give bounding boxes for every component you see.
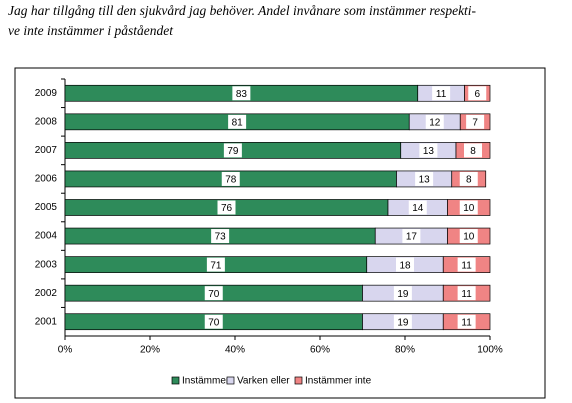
- value-label-bg: [457, 286, 476, 301]
- value-label: 8: [470, 146, 476, 157]
- y-tick-label: 2008: [35, 116, 58, 127]
- value-label: 17: [406, 232, 418, 243]
- value-label-bg: [459, 229, 478, 244]
- value-label: 13: [423, 146, 435, 157]
- x-tick-label: 40%: [225, 345, 245, 356]
- value-label: 10: [463, 203, 475, 214]
- value-label: 7: [472, 117, 478, 128]
- value-label-bg: [217, 200, 236, 215]
- legend-swatch: [226, 376, 235, 385]
- value-label-bg: [419, 143, 438, 158]
- y-tick-label: 2005: [35, 202, 58, 213]
- value-label: 6: [474, 89, 480, 100]
- value-label-bg: [396, 257, 414, 272]
- value-label-bg: [464, 143, 482, 158]
- value-label-bg: [432, 86, 451, 101]
- value-label-bg: [393, 286, 412, 301]
- value-label-bg: [457, 257, 476, 272]
- legend-swatch: [294, 376, 303, 385]
- y-tick-label: 2009: [35, 88, 58, 99]
- value-label-bg: [221, 171, 240, 186]
- value-label: 10: [463, 232, 475, 243]
- value-label: 79: [227, 146, 239, 157]
- y-tick-label: 2003: [35, 259, 58, 270]
- y-tick-label: 2001: [35, 316, 58, 327]
- legend-label: Varken eller: [237, 376, 290, 387]
- value-label-bg: [402, 229, 421, 244]
- value-label-bg: [211, 229, 230, 244]
- y-tick-label: 2002: [35, 288, 58, 299]
- value-label-bg: [408, 200, 427, 215]
- legend-swatch: [171, 376, 180, 385]
- value-label: 11: [461, 317, 472, 328]
- value-label: 71: [210, 260, 222, 271]
- value-label-bg: [206, 257, 225, 272]
- y-tick-label: 2007: [35, 145, 58, 156]
- value-label-bg: [204, 314, 223, 329]
- y-tick-label: 2004: [35, 231, 58, 242]
- value-label-bg: [232, 86, 251, 101]
- chart-title: Jag har tillgång till den sjukvård jag b…: [8, 3, 477, 18]
- value-label-bg: [466, 114, 485, 129]
- chart-frame: [14, 67, 546, 399]
- value-label: 73: [215, 232, 227, 243]
- value-label: 12: [429, 117, 441, 128]
- value-label: 14: [412, 203, 424, 214]
- value-label: 70: [208, 289, 220, 300]
- value-label: 11: [436, 89, 447, 100]
- value-label-bg: [393, 314, 412, 329]
- value-label: 19: [397, 317, 409, 328]
- x-tick-label: 100%: [477, 345, 503, 356]
- value-label: 8: [466, 175, 472, 186]
- x-tick-label: 60%: [310, 345, 330, 356]
- value-label-bg: [425, 114, 444, 129]
- value-label-bg: [457, 314, 476, 329]
- value-label: 13: [419, 175, 431, 186]
- value-label-bg: [228, 114, 247, 129]
- value-label: 78: [225, 175, 237, 186]
- legend-label: Instämmer inte: [305, 376, 372, 387]
- value-label: 18: [399, 260, 411, 271]
- x-tick-label: 80%: [395, 345, 415, 356]
- value-label-bg: [204, 286, 223, 301]
- value-label: 76: [221, 203, 233, 214]
- value-label-bg: [223, 143, 242, 158]
- legend-label: Instämmer: [182, 376, 230, 387]
- value-label: 19: [397, 289, 409, 300]
- value-label: 81: [232, 117, 244, 128]
- value-label: 11: [461, 289, 472, 300]
- value-label-bg: [415, 171, 434, 186]
- value-label: 11: [461, 260, 472, 271]
- value-label-bg: [459, 171, 478, 186]
- y-tick-label: 2006: [35, 174, 58, 185]
- x-tick-label: 0%: [58, 345, 73, 356]
- value-label-bg: [459, 200, 478, 215]
- x-tick-label: 20%: [140, 345, 160, 356]
- value-label: 83: [236, 89, 248, 100]
- value-label-bg: [468, 86, 487, 101]
- value-label: 70: [208, 317, 220, 328]
- chart-title: ve inte instämmer i påståendet: [8, 23, 174, 38]
